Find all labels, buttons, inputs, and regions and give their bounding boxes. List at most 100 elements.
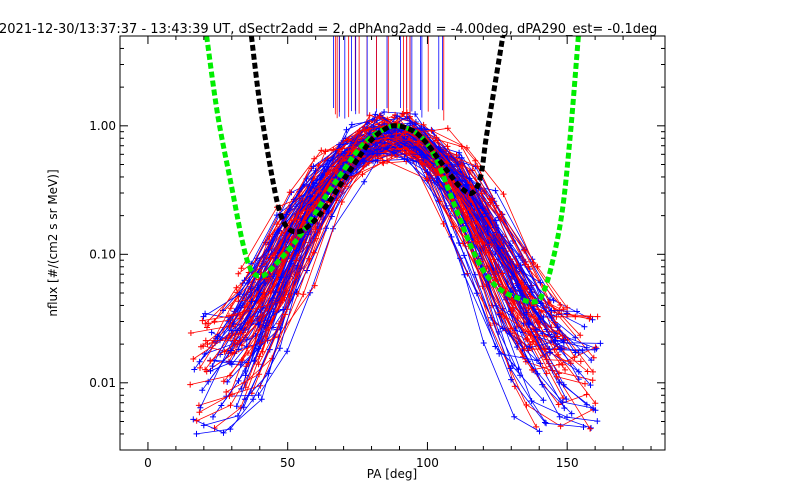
blue-plus-marker [572,334,579,341]
red-plus-marker [257,304,264,310]
red-plus-marker [528,313,535,320]
blue-plus-marker [484,229,491,235]
red-plus-marker [555,401,562,408]
blue-plus-marker [373,146,380,153]
red-plus-marker [274,221,280,228]
blue-plus-marker [262,322,269,329]
red-plus-marker [338,199,345,205]
red-plus-marker [366,112,373,119]
blue-plus-marker [424,169,431,175]
blue-profile-line [222,142,580,373]
red-plus-marker [482,249,489,256]
blue-plus-marker [537,279,544,286]
red-plus-marker [555,351,562,358]
red-plus-marker [377,155,384,162]
blue-plus-marker [579,347,586,354]
x-tick-label: 150 [556,456,579,470]
red-plus-marker [414,138,421,145]
blue-plus-marker [507,242,514,249]
blue-plus-marker [568,410,575,417]
blue-plus-marker [575,368,582,375]
red-plus-marker [592,400,599,407]
blue-plus-marker [284,348,291,355]
red-plus-marker [359,171,366,178]
blue-plus-marker [200,313,207,320]
blue-plus-marker [556,413,563,420]
blue-plus-marker [540,397,547,404]
red-plus-marker [300,291,307,298]
blue-plus-marker [208,329,215,336]
red-plus-marker [211,318,218,325]
blue-plus-marker [511,413,518,420]
red-plus-marker [207,358,214,364]
red-plus-marker [256,353,263,360]
blue-profile-line [236,115,587,407]
red-plus-marker [571,354,578,361]
red-plus-marker [237,330,244,337]
red-plus-marker [342,183,349,190]
red-plus-marker [557,302,564,308]
blue-plus-marker [563,396,570,403]
blue-plus-marker [190,416,197,423]
red-plus-marker [530,259,537,266]
data-layer [187,36,604,437]
blue-plus-marker [241,396,248,403]
red-plus-marker [200,342,207,349]
red-plus-marker [311,155,318,162]
blue-plus-marker [542,419,548,426]
red-plus-marker [562,366,569,373]
red-plus-marker [205,320,212,327]
blue-plus-marker [448,233,455,240]
red-plus-marker [312,226,319,233]
chart-title: 2021-12-30/13:37:37 - 13:43:39 UT, dSect… [0,22,657,37]
red-plus-marker [333,168,339,174]
red-plus-marker [361,127,368,133]
blue-plus-marker [550,297,557,304]
red-plus-marker [567,360,574,367]
blue-plus-marker [492,217,499,224]
blue-plus-marker [588,425,594,431]
blue-plus-marker [537,300,544,307]
red-plus-marker [282,311,289,318]
blue-plus-marker [239,300,246,307]
blue-plus-marker [241,277,248,284]
blue-plus-marker [270,273,277,279]
blue-plus-marker [191,366,198,373]
red-plus-marker [196,409,203,416]
red-plus-marker [577,332,584,339]
red-plus-marker [310,249,317,256]
red-plus-marker [523,401,530,408]
red-plus-marker [292,216,299,223]
blue-profile-line [210,146,594,409]
red-plus-marker [204,324,210,331]
red-plus-marker [259,348,266,355]
blue-plus-marker [517,287,524,294]
red-plus-marker [592,344,599,351]
blue-plus-marker [394,113,401,119]
blue-plus-marker [588,357,595,364]
red-plus-marker [432,172,439,179]
blue-plus-marker [410,144,417,151]
blue-plus-marker [448,161,455,168]
red-plus-marker [256,371,263,378]
red-plus-marker [472,218,479,225]
blue-plus-marker [528,289,535,296]
blue-plus-marker [461,271,468,278]
red-plus-marker [488,197,495,204]
red-plus-marker [325,170,331,176]
blue-plus-marker [509,362,516,369]
red-plus-marker [227,402,234,409]
blue-plus-marker [388,133,395,140]
red-plus-marker [202,337,209,344]
blue-plus-marker [255,321,261,328]
red-plus-marker [594,313,601,320]
blue-plus-marker [283,211,290,218]
red-plus-marker [322,148,329,155]
red-plus-marker [508,307,515,314]
blue-plus-marker [200,422,207,429]
blue-plus-marker [228,347,234,354]
blue-plus-marker [420,154,427,161]
blue-plus-marker [594,418,601,425]
blue-plus-marker [589,316,596,323]
blue-plus-marker [214,333,221,340]
